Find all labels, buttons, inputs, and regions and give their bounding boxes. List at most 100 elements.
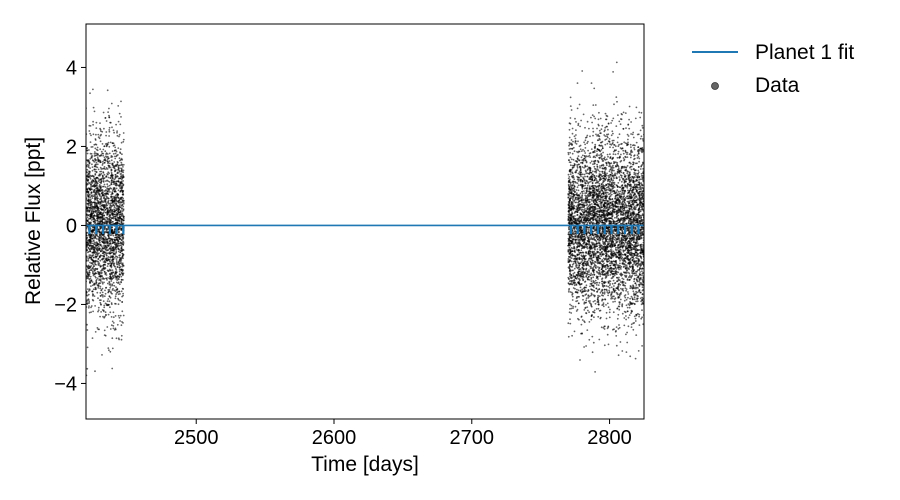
data-point (106, 216, 108, 219)
data-point (623, 195, 626, 198)
data-point (122, 294, 124, 297)
data-point (108, 165, 111, 168)
data-point (112, 281, 115, 284)
data-point (110, 276, 112, 279)
data-point (92, 256, 95, 259)
data-point (591, 121, 593, 124)
data-point (108, 262, 111, 265)
data-point (120, 281, 122, 283)
data-point (98, 214, 100, 216)
data-point (615, 335, 618, 337)
data-point (87, 298, 90, 300)
data-point (585, 170, 587, 173)
data-point (87, 173, 89, 176)
data-point (119, 177, 122, 180)
data-point (108, 222, 111, 225)
data-point (116, 266, 119, 268)
data-point (623, 324, 626, 327)
data-point (119, 187, 122, 190)
data-point (593, 316, 595, 319)
data-point (87, 251, 89, 254)
data-point (112, 322, 115, 324)
data-point (115, 337, 118, 340)
data-point (641, 270, 643, 273)
data-point (113, 206, 116, 209)
data-point (118, 273, 121, 276)
data-point (109, 328, 112, 330)
data-point (103, 167, 105, 170)
data-point (121, 193, 124, 196)
data-point (568, 141, 571, 144)
data-point (87, 293, 90, 296)
data-point (103, 281, 105, 284)
data-point (99, 244, 102, 246)
data-point (114, 215, 117, 218)
data-point (110, 202, 113, 205)
data-point (99, 122, 101, 124)
data-point (634, 117, 637, 120)
data-point (595, 284, 598, 286)
data-point (122, 189, 125, 192)
data-point (107, 298, 110, 300)
data-point (103, 145, 106, 148)
data-point (88, 195, 90, 198)
data-point (99, 271, 101, 274)
data-point (110, 280, 113, 282)
data-point (628, 161, 631, 164)
data-point (574, 215, 576, 217)
data-point (584, 126, 586, 129)
data-point (91, 208, 94, 210)
data-point (101, 278, 103, 280)
data-point (108, 126, 111, 129)
data-point (595, 308, 598, 310)
data-point (112, 249, 114, 252)
data-point (109, 121, 112, 124)
data-point (105, 272, 108, 274)
data-point (626, 306, 629, 309)
data-point (115, 255, 118, 258)
data-point (111, 251, 114, 254)
data-point (93, 214, 96, 217)
data-point (97, 328, 100, 331)
data-point (95, 281, 98, 284)
data-point (101, 194, 104, 197)
data-point (110, 271, 113, 274)
data-point (110, 159, 113, 162)
data-point (96, 189, 98, 192)
data-point (567, 290, 570, 293)
data-point (612, 279, 615, 282)
data-point (109, 273, 111, 276)
data-point (108, 135, 110, 137)
data-point (99, 301, 102, 304)
data-point (86, 367, 89, 370)
data-point (88, 172, 91, 175)
data-point (103, 161, 106, 164)
data-point (99, 259, 102, 262)
data-point (117, 147, 120, 150)
data-point (99, 140, 102, 143)
data-point (111, 174, 113, 177)
data-point (598, 129, 601, 132)
data-point (109, 296, 112, 299)
data-point (113, 190, 116, 193)
data-point (108, 349, 110, 352)
data-point (101, 213, 104, 216)
data-point (102, 197, 105, 200)
data-point (108, 114, 110, 117)
data-point (577, 184, 580, 187)
data-point (571, 184, 574, 187)
data-point (114, 146, 117, 149)
data-point (640, 183, 643, 186)
data-point (604, 143, 607, 146)
data-point (603, 344, 606, 347)
data-point (114, 157, 117, 160)
data-point (112, 234, 115, 237)
data-point (121, 274, 124, 277)
data-point (118, 211, 121, 214)
data-point (90, 311, 92, 313)
data-point (100, 198, 103, 201)
data-point (90, 183, 92, 186)
data-point (638, 111, 641, 114)
data-point (94, 246, 96, 248)
data-point (568, 128, 571, 131)
